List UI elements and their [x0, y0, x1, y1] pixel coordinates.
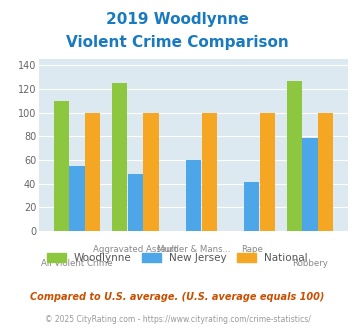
Bar [318, 113, 333, 231]
Text: Rape: Rape [241, 245, 263, 254]
Text: Robbery: Robbery [292, 259, 328, 268]
Bar [260, 113, 275, 231]
Legend: Woodlynne, New Jersey, National: Woodlynne, New Jersey, National [43, 248, 312, 267]
Bar [85, 113, 100, 231]
Bar [128, 174, 143, 231]
Text: All Violent Crime: All Violent Crime [41, 259, 113, 268]
Bar [186, 160, 201, 231]
Bar [143, 113, 159, 231]
Text: Murder & Mans...: Murder & Mans... [157, 245, 230, 254]
Bar [302, 138, 318, 231]
Text: © 2025 CityRating.com - https://www.cityrating.com/crime-statistics/: © 2025 CityRating.com - https://www.city… [45, 315, 310, 324]
Text: Violent Crime Comparison: Violent Crime Comparison [66, 35, 289, 50]
Bar [202, 113, 217, 231]
Bar [112, 83, 127, 231]
Text: 2019 Woodlynne: 2019 Woodlynne [106, 12, 249, 26]
Bar [287, 81, 302, 231]
Bar [244, 182, 259, 231]
Bar [69, 166, 84, 231]
Text: Compared to U.S. average. (U.S. average equals 100): Compared to U.S. average. (U.S. average … [30, 292, 325, 302]
Bar [54, 101, 69, 231]
Text: Aggravated Assault: Aggravated Assault [93, 245, 178, 254]
